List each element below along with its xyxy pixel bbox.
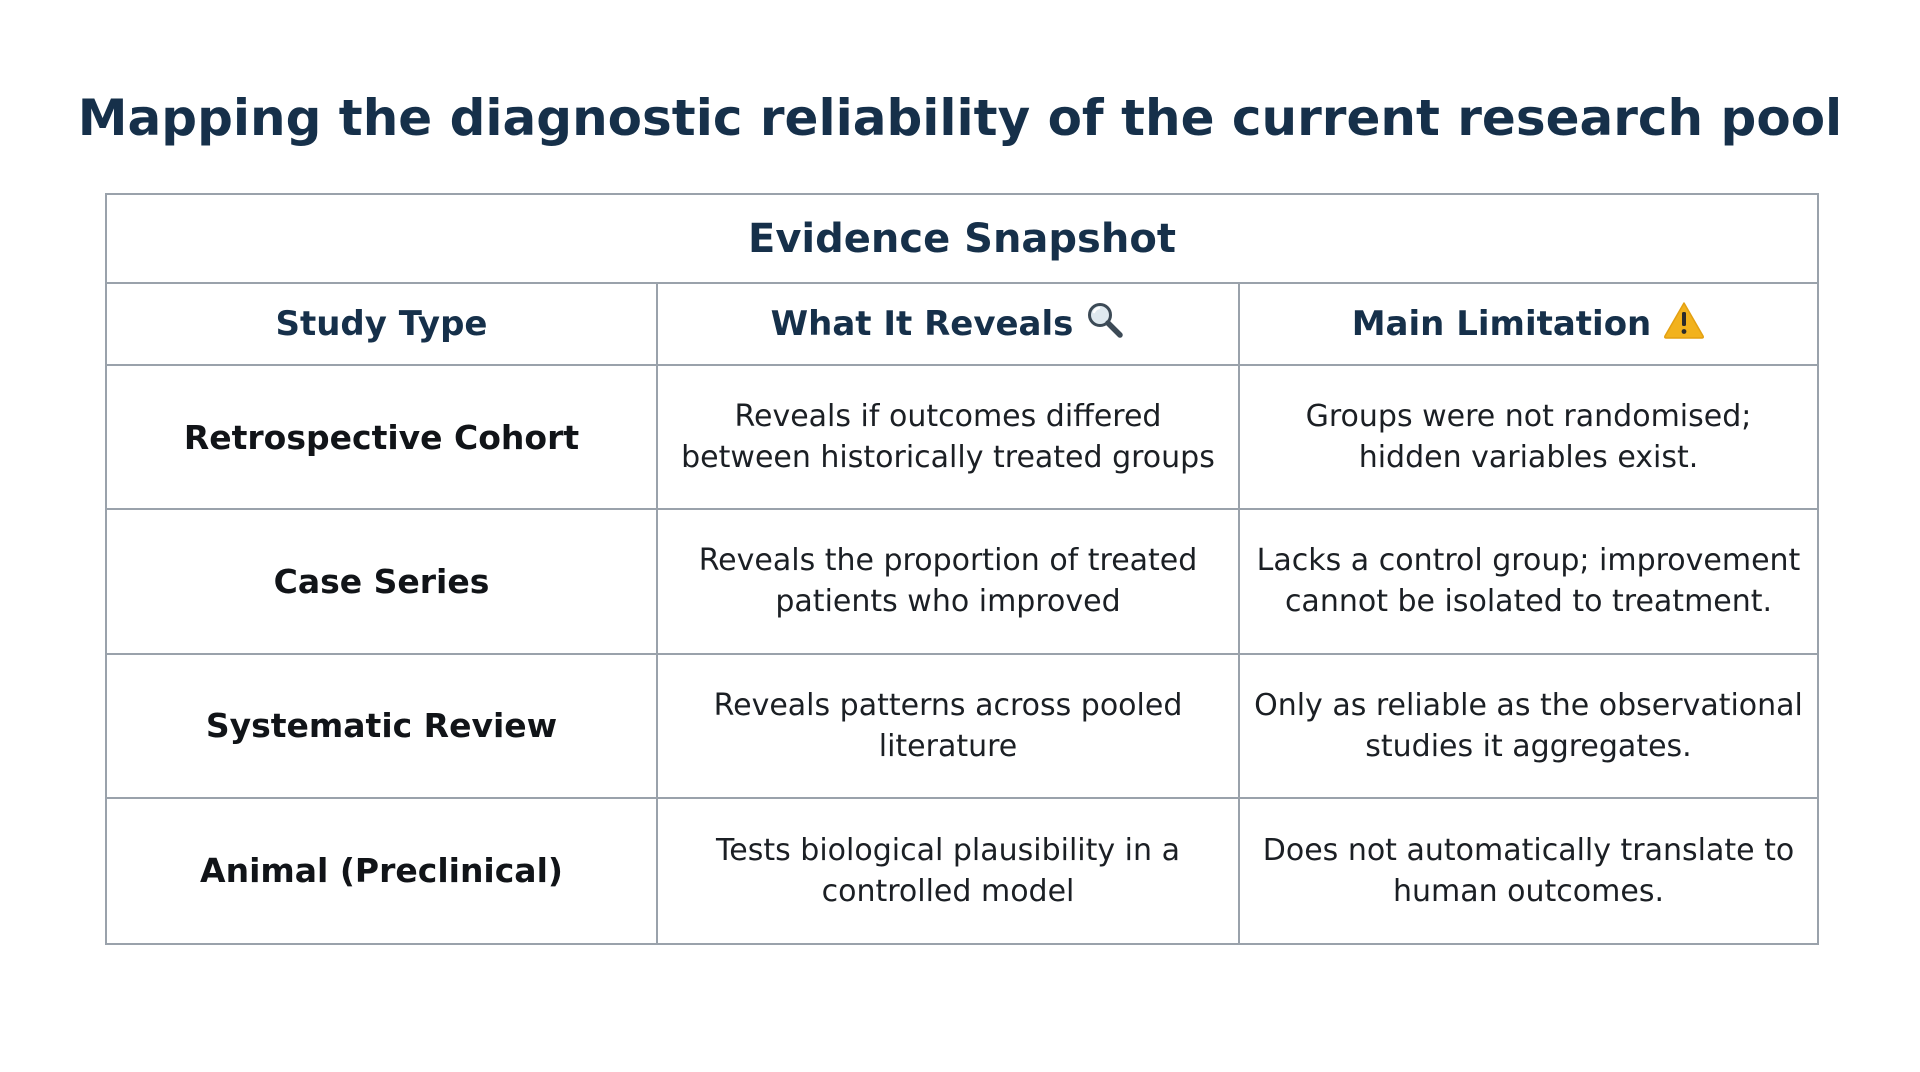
column-header-label: Main Limitation — [1351, 304, 1652, 344]
row-limitation: Lacks a control group; improvement canno… — [1240, 510, 1817, 655]
row-study-type: Case Series — [107, 510, 658, 655]
column-header-study-type: Study Type — [107, 284, 658, 366]
page-title: Mapping the diagnostic reliability of th… — [77, 89, 1843, 147]
text-line: Reveals if outcomes differed — [734, 399, 1162, 435]
text-line: between historically treated groups — [681, 440, 1215, 476]
column-header-label: What It Reveals — [770, 304, 1074, 344]
text-line: Only as reliable as the observational — [1254, 687, 1803, 723]
text-line: Reveals the proportion of treated — [698, 543, 1198, 579]
warning-icon — [1663, 301, 1705, 348]
column-header-what-it-reveals: What It Reveals — [658, 284, 1240, 366]
text-line: human outcomes. — [1392, 873, 1664, 909]
row-reveals: Reveals patterns across pooled literatur… — [658, 654, 1240, 799]
row-reveals: Reveals if outcomes differed between his… — [658, 366, 1240, 511]
row-study-type: Animal (Preclinical) — [107, 798, 658, 943]
table-caption: Evidence Snapshot — [107, 195, 1817, 284]
text-line: patients who improved — [775, 584, 1121, 620]
text-line: Does not automatically translate to — [1262, 832, 1795, 868]
text-line: cannot be isolated to treatment. — [1284, 584, 1773, 620]
column-header-main-limitation: Main Limitation — [1240, 284, 1817, 366]
text-line: literature — [878, 728, 1018, 764]
row-reveals: Reveals the proportion of treated patien… — [658, 510, 1240, 655]
text-line: Groups were not randomised; — [1305, 399, 1752, 435]
row-limitation: Only as reliable as the observational st… — [1240, 655, 1817, 799]
text-line: studies it aggregates. — [1365, 728, 1692, 764]
text-line: Tests biological plausibility in a — [716, 832, 1180, 868]
column-header-label: Study Type — [275, 304, 488, 344]
row-limitation: Does not automatically translate to huma… — [1240, 799, 1817, 943]
row-limitation: Groups were not randomised; hidden varia… — [1240, 366, 1817, 511]
text-line: controlled model — [821, 873, 1075, 909]
row-study-type: Retrospective Cohort — [107, 366, 658, 511]
magnifying-glass-icon — [1085, 300, 1125, 349]
text-line: Reveals patterns across pooled — [713, 687, 1183, 723]
text-line: hidden variables exist. — [1358, 440, 1699, 476]
row-reveals: Tests biological plausibility in a contr… — [658, 798, 1240, 943]
evidence-snapshot-table: Evidence Snapshot Study Type What It Rev… — [105, 193, 1819, 945]
text-line: Lacks a control group; improvement — [1256, 543, 1801, 579]
row-study-type: Systematic Review — [107, 654, 658, 799]
